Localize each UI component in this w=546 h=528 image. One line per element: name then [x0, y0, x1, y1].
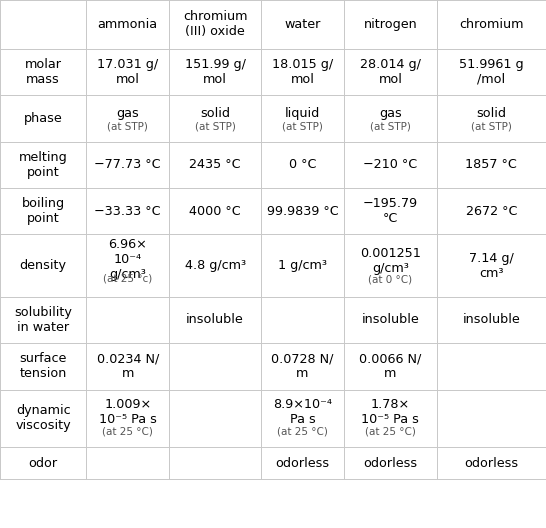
Text: 151.99 g/
mol: 151.99 g/ mol [185, 58, 246, 86]
Text: dynamic
viscosity: dynamic viscosity [15, 404, 71, 432]
Text: −77.73 °C: −77.73 °C [94, 158, 161, 171]
Text: 1.78×
10⁻⁵ Pa s: 1.78× 10⁻⁵ Pa s [361, 398, 419, 426]
Text: (at STP): (at STP) [370, 121, 411, 131]
Text: boiling
point: boiling point [22, 197, 64, 225]
Text: 2672 °C: 2672 °C [466, 205, 517, 218]
Text: 7.14 g/
cm³: 7.14 g/ cm³ [469, 251, 514, 280]
Text: (at 25 °c): (at 25 °c) [103, 274, 152, 284]
Text: 1.009×
10⁻⁵ Pa s: 1.009× 10⁻⁵ Pa s [99, 398, 157, 426]
Text: −195.79
°C: −195.79 °C [363, 197, 418, 225]
Text: 6.96×
10⁻⁴
g/cm³: 6.96× 10⁻⁴ g/cm³ [109, 238, 147, 281]
Text: (at 0 °C): (at 0 °C) [369, 275, 412, 285]
Text: (at STP): (at STP) [195, 121, 235, 131]
Text: −210 °C: −210 °C [363, 158, 418, 171]
Text: odorless: odorless [464, 457, 519, 469]
Text: insoluble: insoluble [361, 314, 419, 326]
Text: molar
mass: molar mass [25, 58, 62, 86]
Text: odor: odor [28, 457, 58, 469]
Text: insoluble: insoluble [462, 314, 520, 326]
Text: chromium: chromium [459, 18, 524, 31]
Text: solid: solid [477, 107, 506, 120]
Text: 17.031 g/
mol: 17.031 g/ mol [97, 58, 158, 86]
Text: insoluble: insoluble [186, 314, 244, 326]
Text: 4.8 g/cm³: 4.8 g/cm³ [185, 259, 246, 272]
Text: 28.014 g/
mol: 28.014 g/ mol [360, 58, 421, 86]
Text: 0.0234 N/
m: 0.0234 N/ m [97, 352, 159, 381]
Text: surface
tension: surface tension [20, 352, 67, 381]
Text: 8.9×10⁻⁴
Pa s: 8.9×10⁻⁴ Pa s [273, 398, 332, 426]
Text: 1 g/cm³: 1 g/cm³ [278, 259, 327, 272]
Text: solid: solid [200, 107, 230, 120]
Text: odorless: odorless [363, 457, 418, 469]
Text: nitrogen: nitrogen [364, 18, 417, 31]
Text: ammonia: ammonia [98, 18, 158, 31]
Text: 0.001251
g/cm³: 0.001251 g/cm³ [360, 247, 421, 275]
Text: 1857 °C: 1857 °C [465, 158, 518, 171]
Text: chromium
(III) oxide: chromium (III) oxide [183, 10, 247, 39]
Text: 4000 °C: 4000 °C [189, 205, 241, 218]
Text: (at 25 °C): (at 25 °C) [277, 426, 328, 436]
Text: (at 25 °C): (at 25 °C) [365, 426, 416, 436]
Text: phase: phase [24, 112, 62, 125]
Text: 18.015 g/
mol: 18.015 g/ mol [272, 58, 333, 86]
Text: water: water [284, 18, 321, 31]
Text: (at STP): (at STP) [471, 121, 512, 131]
Text: liquid: liquid [285, 107, 320, 120]
Text: melting
point: melting point [19, 150, 68, 179]
Text: gas: gas [116, 107, 139, 120]
Text: 0.0066 N/
m: 0.0066 N/ m [359, 352, 422, 381]
Text: 0.0728 N/
m: 0.0728 N/ m [271, 352, 334, 381]
Text: (at STP): (at STP) [108, 121, 148, 131]
Text: gas: gas [379, 107, 402, 120]
Text: density: density [20, 259, 67, 272]
Text: 99.9839 °C: 99.9839 °C [266, 205, 339, 218]
Text: (at STP): (at STP) [282, 121, 323, 131]
Text: 2435 °C: 2435 °C [189, 158, 241, 171]
Text: (at 25 °C): (at 25 °C) [102, 426, 153, 436]
Text: 0 °C: 0 °C [289, 158, 316, 171]
Text: odorless: odorless [275, 457, 330, 469]
Text: 51.9961 g
/mol: 51.9961 g /mol [459, 58, 524, 86]
Text: −33.33 °C: −33.33 °C [94, 205, 161, 218]
Text: solubility
in water: solubility in water [14, 306, 72, 334]
